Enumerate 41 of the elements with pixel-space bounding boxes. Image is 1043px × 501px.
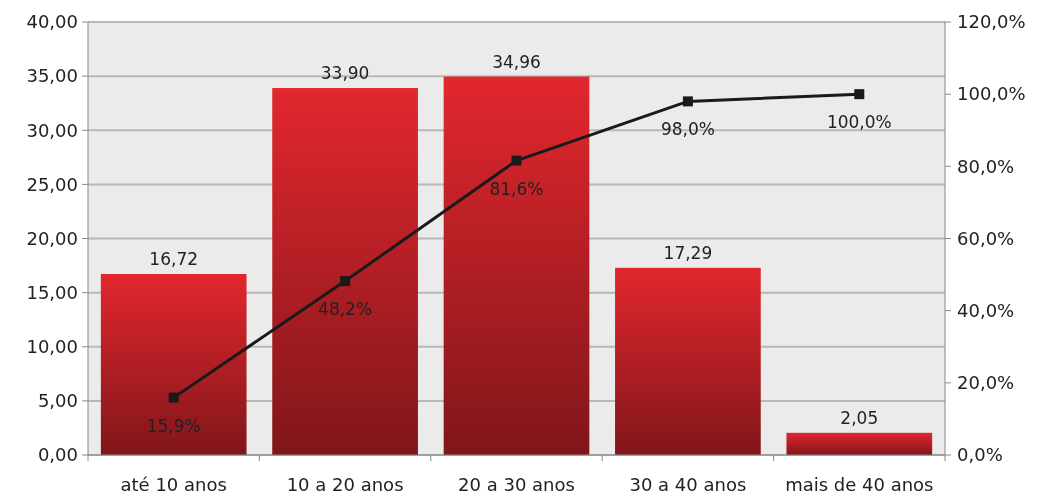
bar	[786, 432, 933, 455]
y2-tick-label: 40,0%	[957, 299, 1015, 321]
bar	[443, 76, 590, 455]
x-tick-label: mais de 40 anos	[785, 474, 934, 495]
bar	[615, 267, 761, 455]
y2-tick-label: 80,0%	[957, 155, 1015, 177]
y-tick-label: 20,00	[26, 227, 78, 249]
bar	[272, 88, 418, 455]
data-label: 2,05	[840, 407, 879, 428]
point	[511, 155, 522, 166]
y-tick-label: 15,00	[26, 281, 78, 303]
bar	[100, 274, 247, 455]
point	[340, 276, 351, 287]
x-tick-label: 10 a 20 anos	[286, 474, 404, 495]
y-tick-label: 40,00	[26, 11, 78, 33]
data-label: 48,2%	[318, 299, 373, 320]
y2-tick-label: 0,0%	[957, 444, 1003, 466]
x-tick-label: até 10 anos	[120, 474, 227, 495]
y2-tick-label: 100,0%	[957, 83, 1026, 105]
data-label: 100,0%	[826, 112, 892, 133]
y-tick-label: 5,00	[37, 390, 78, 412]
point	[854, 89, 865, 100]
y-tick-label: 25,00	[26, 173, 78, 195]
y-tick-label: 30,00	[26, 119, 78, 141]
point	[682, 96, 693, 107]
data-label: 81,6%	[489, 178, 544, 199]
point	[168, 392, 179, 403]
data-label: 98,0%	[660, 119, 715, 140]
y-tick-label: 35,00	[26, 65, 78, 87]
y2-tick-label: 20,0%	[957, 372, 1015, 394]
data-label: 33,90	[320, 63, 370, 84]
x-tick-label: 20 a 30 anos	[458, 474, 575, 495]
y-tick-label: 0,00	[37, 444, 78, 466]
y2-tick-label: 120,0%	[957, 11, 1026, 33]
data-label: 15,9%	[146, 415, 201, 436]
y2-tick-label: 60,0%	[957, 227, 1015, 249]
data-label: 34,96	[492, 51, 541, 72]
data-label: 16,72	[149, 249, 199, 270]
y-tick-label: 10,00	[26, 336, 78, 358]
x-tick-label: 30 a 40 anos	[629, 474, 747, 495]
data-label: 17,29	[663, 242, 713, 263]
